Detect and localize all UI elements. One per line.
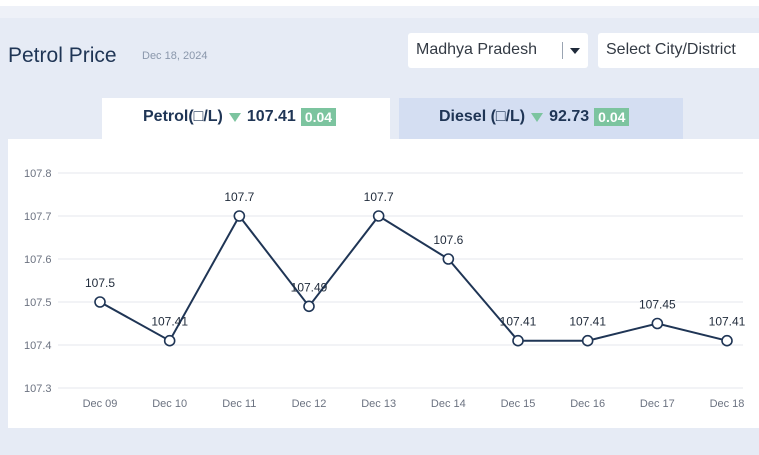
x-tick-label: Dec 13 bbox=[361, 398, 396, 410]
data-label: 107.5 bbox=[85, 276, 115, 290]
data-point bbox=[94, 296, 106, 308]
data-point bbox=[512, 334, 524, 347]
data-label: 107.7 bbox=[364, 190, 394, 204]
x-tick-label: Dec 17 bbox=[640, 398, 675, 410]
chart-container: 107.3 107.4 107.5 107.6 107.7 107.8 Dec 09 Dec … bbox=[8, 139, 759, 428]
petrol-change-badge: 0.04 bbox=[300, 108, 337, 126]
price-down-icon bbox=[228, 112, 241, 122]
tab-petrol[interactable]: Petrol(□/L) 107.41 0.04 bbox=[102, 98, 390, 139]
city-select[interactable]: Select City/District bbox=[598, 33, 759, 68]
data-point bbox=[372, 210, 385, 222]
diesel-tab-label: Diesel (□/L) bbox=[439, 108, 526, 125]
price-line-chart: 107.3 107.4 107.5 107.6 107.7 107.8 Dec 09 Dec … bbox=[24, 168, 746, 410]
data-point bbox=[303, 300, 315, 313]
data-point bbox=[163, 334, 176, 347]
chevron-down-icon[interactable] bbox=[570, 48, 580, 54]
y-tick-label: 107.8 bbox=[24, 168, 52, 180]
data-label: 107.49 bbox=[291, 280, 328, 294]
data-label: 107.6 bbox=[433, 233, 463, 247]
x-tick-label: Dec 12 bbox=[292, 398, 327, 410]
top-strip bbox=[0, 0, 759, 6]
y-tick-label: 107.5 bbox=[24, 297, 52, 309]
series-line bbox=[99, 214, 728, 343]
page-title: Petrol Price bbox=[8, 44, 117, 67]
y-tick-label: 107.4 bbox=[24, 340, 52, 352]
state-select[interactable]: Madhya Pradesh bbox=[408, 33, 588, 68]
x-tick-label: Dec 14 bbox=[431, 398, 466, 410]
tab-diesel[interactable]: Diesel (□/L) 92.73 0.04 bbox=[399, 98, 683, 139]
data-label: 107.45 bbox=[639, 298, 676, 312]
diesel-price: 92.73 bbox=[549, 108, 590, 125]
data-point bbox=[651, 317, 664, 330]
petrol-tab-label: Petrol(□/L) bbox=[143, 108, 223, 125]
x-tick-label: Dec 15 bbox=[501, 398, 536, 410]
data-point bbox=[721, 334, 733, 347]
y-tick-label: 107.7 bbox=[24, 211, 52, 223]
city-select-value: Select City/District bbox=[606, 41, 736, 58]
data-label: 107.7 bbox=[224, 190, 254, 204]
data-point bbox=[233, 210, 246, 222]
y-tick-label: 107.6 bbox=[24, 254, 52, 266]
data-label: 107.41 bbox=[500, 315, 537, 329]
data-point bbox=[581, 334, 594, 347]
x-tick-label: Dec 10 bbox=[152, 398, 187, 410]
x-tick-label: Dec 16 bbox=[570, 398, 605, 410]
data-label: 107.41 bbox=[569, 315, 606, 329]
state-select-value: Madhya Pradesh bbox=[416, 41, 537, 58]
x-tick-label: Dec 18 bbox=[710, 398, 745, 410]
y-tick-label: 107.3 bbox=[24, 383, 52, 395]
price-down-icon bbox=[531, 112, 544, 122]
price-date: Dec 18, 2024 bbox=[142, 50, 208, 62]
x-tick-label: Dec 09 bbox=[83, 398, 118, 410]
data-label: 107.41 bbox=[151, 315, 188, 329]
data-point bbox=[442, 253, 455, 265]
petrol-price: 107.41 bbox=[246, 108, 296, 125]
data-label: 107.41 bbox=[709, 315, 746, 329]
diesel-change-badge: 0.04 bbox=[594, 108, 630, 126]
x-tick-label: Dec 11 bbox=[222, 398, 256, 410]
select-divider bbox=[562, 42, 563, 59]
